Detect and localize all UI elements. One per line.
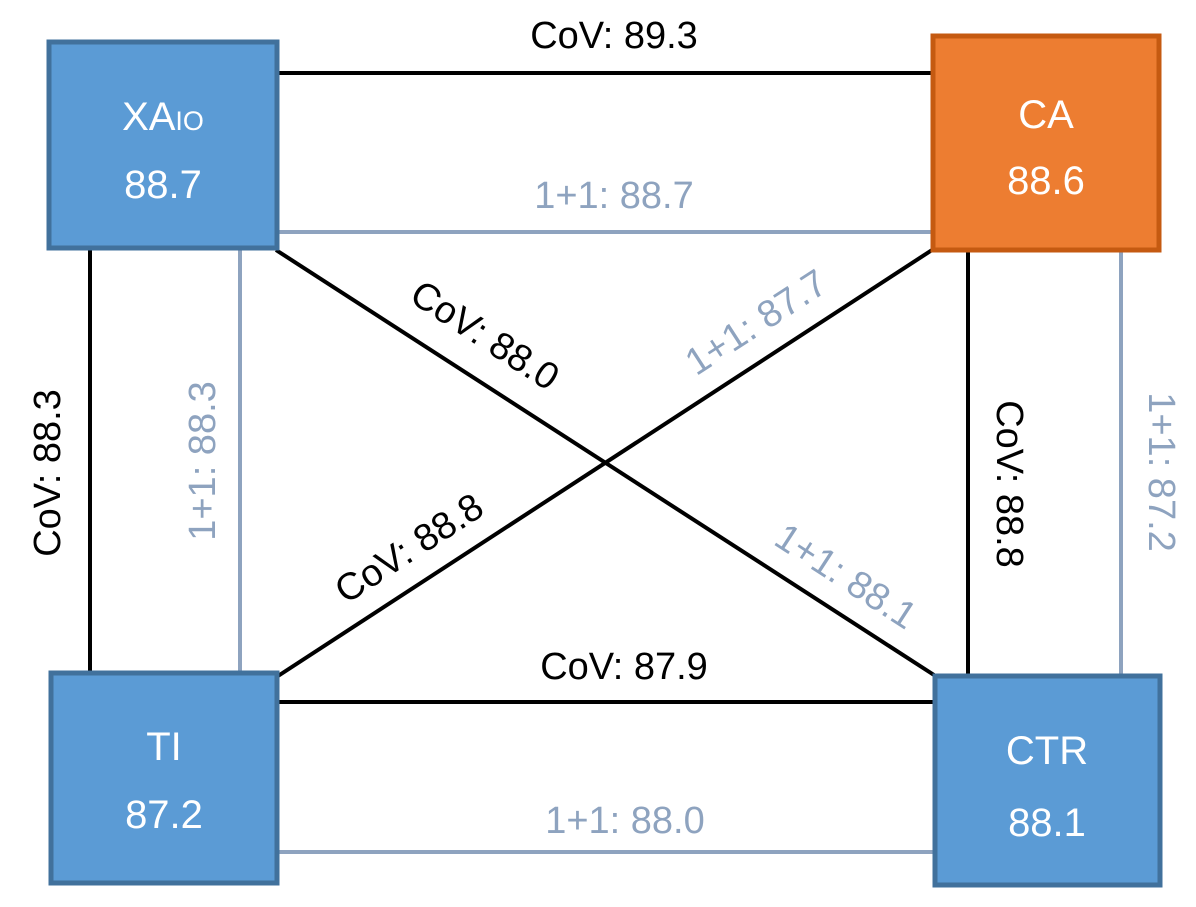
edge-ca-ctr-pair-label: 1+1: 87.2 <box>1140 392 1182 552</box>
edge-xa-ti-pair-label: 1+1: 88.3 <box>182 381 224 541</box>
node-ca: CA 88.6 <box>930 33 1162 253</box>
edge-ti-ctr-pair-label: 1+1: 88.0 <box>545 800 705 842</box>
edge-xa-ca-cov-label: CoV: 89.3 <box>530 15 698 57</box>
edge-ca-ti-line <box>276 248 934 678</box>
edge-xa-ca-pair-label: 1+1: 88.7 <box>534 175 694 217</box>
node-ctr-box <box>932 673 1163 888</box>
edge-xa-ctr-cov-label: CoV: 88.0 <box>403 273 566 400</box>
edge-ca-ctr-cov-label: CoV: 88.8 <box>988 400 1030 568</box>
node-xa: XAIO 88.7 <box>46 39 280 251</box>
node-ti: TI 87.2 <box>48 670 280 886</box>
node-ca-box <box>930 33 1162 253</box>
node-ctr-title: CTR <box>1006 729 1088 773</box>
node-ti-title: TI <box>146 725 182 769</box>
node-xa-title: XAIO <box>122 95 204 139</box>
edge-xa-ti-cov-label: CoV: 88.3 <box>27 389 69 557</box>
edge-ti-ctr-cov-label: CoV: 87.9 <box>540 646 708 688</box>
node-xa-subscript: IO <box>175 106 204 136</box>
node-ca-score: 88.6 <box>1007 159 1085 203</box>
node-ctr: CTR 88.1 <box>932 673 1163 888</box>
node-xa-box <box>46 39 280 251</box>
edge-ca-ti-cov-label: CoV: 88.8 <box>328 486 491 613</box>
node-ti-box <box>48 670 280 886</box>
node-xa-score: 88.7 <box>124 163 202 207</box>
node-ti-score: 87.2 <box>125 793 203 837</box>
node-ca-title: CA <box>1018 93 1074 137</box>
node-ctr-score: 88.1 <box>1008 801 1086 845</box>
